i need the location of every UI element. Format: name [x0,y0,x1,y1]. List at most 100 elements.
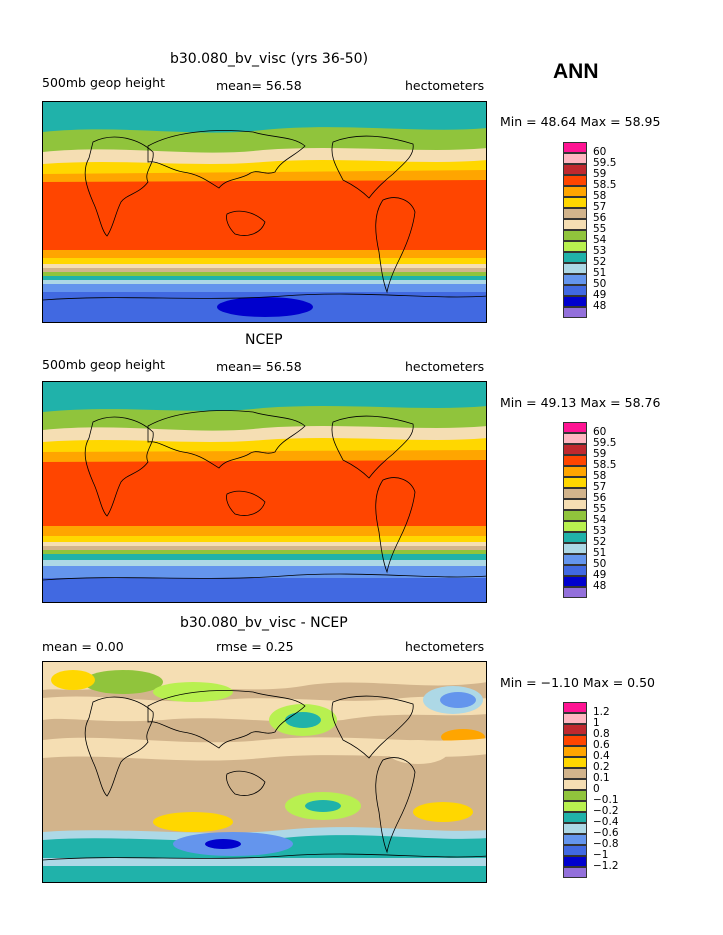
legend-swatch [563,702,587,713]
legend-swatch [563,230,587,241]
legend-swatch [563,433,587,444]
legend-swatch [563,543,587,554]
legend-swatch [563,724,587,735]
legend-swatch [563,296,587,307]
legend-label: −1 [593,849,609,861]
legend-label: 55 [593,223,607,235]
legend-label: 59 [593,448,607,460]
legend-swatch [563,252,587,263]
legend-label: 58.5 [593,459,617,471]
legend-swatch [563,422,587,433]
legend-label: 56 [593,212,607,224]
legend-swatch [563,455,587,466]
legend-swatch [563,845,587,856]
legend-label: −0.2 [593,805,619,817]
panel-2-title: NCEP [245,332,283,348]
legend-label: 50 [593,278,607,290]
legend-swatch [563,790,587,801]
panel-3-rmse: rmse = 0.25 [216,639,294,654]
panel-3-units: hectometers [405,639,485,654]
legend-swatch [563,175,587,186]
legend-label: 0.1 [593,772,610,784]
panel-1-minmax: Min = 48.64 Max = 58.95 [500,114,661,129]
legend-swatch [563,208,587,219]
panel-3-map [42,661,487,883]
legend-label: −0.1 [593,794,619,806]
legend-label: −1.2 [593,860,619,872]
panel-2-units: hectometers [405,359,485,374]
legend-label: 59 [593,168,607,180]
legend-swatch [563,576,587,587]
legend-label: 0.2 [593,761,610,773]
panel-1-mean: mean= 56.58 [216,78,302,93]
legend-label: 60 [593,146,607,158]
legend-label: 0.8 [593,728,610,740]
legend-label: 50 [593,558,607,570]
legend-label: 49 [593,289,607,301]
legend-swatch [563,186,587,197]
legend-swatch [563,142,587,153]
legend-label: 48 [593,300,607,312]
legend-label: 58.5 [593,179,617,191]
legend-swatch [563,521,587,532]
legend-label: 0.6 [593,739,610,751]
legend-label: 53 [593,245,607,257]
legend-swatch [563,488,587,499]
legend-label: 0.4 [593,750,610,762]
panel-1-map [42,101,487,323]
legend-swatch [563,241,587,252]
legend-label: −0.6 [593,827,619,839]
legend-swatch [563,219,587,230]
legend-swatch [563,587,587,598]
legend-swatch [563,812,587,823]
legend-swatch [563,153,587,164]
legend-swatch [563,856,587,867]
panel-3-legend: 1.2 1 0.8 0.6 0.4 0.2 0.1 0 −0.1 −0.2 −0.4 −0.6 −0.8… [563,702,619,878]
legend-swatch [563,466,587,477]
legend-label: 53 [593,525,607,537]
legend-label: −0.4 [593,816,619,828]
legend-label: 1.2 [593,706,610,718]
legend-label: 59.5 [593,437,617,449]
legend-label: 49 [593,569,607,581]
panel-2-field-label: 500mb geop height [42,357,165,372]
panel-1-field-label: 500mb geop height [42,75,165,90]
legend-label: 59.5 [593,157,617,169]
legend-swatch [563,565,587,576]
legend-swatch [563,746,587,757]
panel-2-mean: mean= 56.58 [216,359,302,374]
legend-label: 51 [593,547,607,559]
panel-1-title: b30.080_bv_visc (yrs 36-50) [170,51,369,67]
panel-3-minmax: Min = −1.10 Max = 0.50 [500,675,655,690]
legend-swatch [563,757,587,768]
legend-swatch [563,779,587,790]
legend-swatch [563,263,587,274]
legend-swatch [563,510,587,521]
legend-swatch [563,867,587,878]
legend-swatch [563,834,587,845]
legend-swatch [563,285,587,296]
legend-swatch [563,768,587,779]
legend-swatch [563,713,587,724]
legend-label: 52 [593,256,607,268]
panel-2-minmax: Min = 49.13 Max = 58.76 [500,395,661,410]
legend-swatch [563,823,587,834]
legend-label: 57 [593,201,607,213]
panel-1-units: hectometers [405,78,485,93]
legend-label: 52 [593,536,607,548]
legend-label: 0 [593,783,600,795]
legend-label: 56 [593,492,607,504]
legend-swatch [563,197,587,208]
legend-swatch [563,554,587,565]
panel-2-map [42,381,487,603]
legend-swatch [563,735,587,746]
legend-swatch [563,477,587,488]
legend-swatch [563,499,587,510]
panel-3-title: b30.080_bv_visc - NCEP [180,615,348,631]
legend-label: 54 [593,514,607,526]
panel-3-mean: mean = 0.00 [42,639,124,654]
legend-label: 48 [593,580,607,592]
legend-swatch [563,274,587,285]
legend-label: 60 [593,426,607,438]
legend-label: 58 [593,190,607,202]
